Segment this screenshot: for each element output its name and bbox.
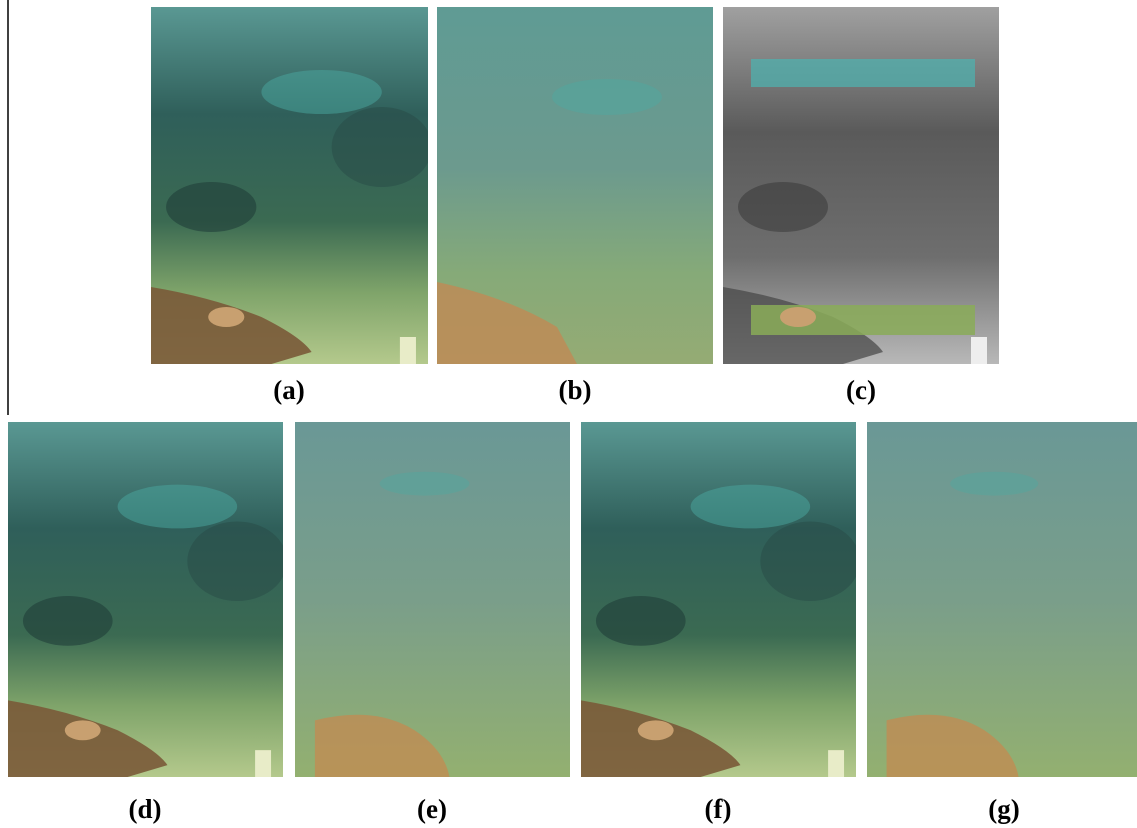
image: [8, 422, 287, 777]
image: [867, 422, 1137, 777]
panel-label: (c): [846, 375, 876, 405]
image: [295, 422, 570, 777]
image: [151, 7, 432, 364]
image: [581, 422, 860, 777]
panel-label: (e): [417, 794, 447, 824]
image: [437, 7, 713, 364]
panel-label: (a): [273, 375, 304, 405]
page: {"panels": [{"label": "(a)"}, {"label": …: [0, 0, 1137, 828]
figure: (a) (b) (c) (d) (e) (f) (g): [0, 0, 1137, 828]
image: [723, 7, 999, 364]
panel-label: (g): [988, 794, 1019, 824]
panel-label: (d): [129, 794, 162, 824]
panel-label: (b): [559, 375, 592, 405]
panel-label: (f): [705, 794, 732, 824]
